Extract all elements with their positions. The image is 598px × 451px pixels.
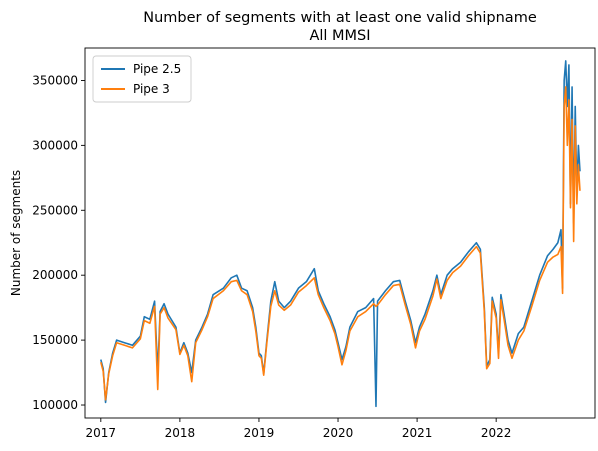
x-tick-label: 2017 [86, 426, 117, 440]
y-tick-label: 200000 [32, 268, 78, 282]
x-tick-label: 2021 [402, 426, 433, 440]
legend-label-pipe-3: Pipe 3 [133, 82, 170, 96]
plot-lines [100, 60, 581, 408]
x-tick-label: 2018 [165, 426, 196, 440]
y-tick-label: 250000 [32, 203, 78, 217]
y-tick-label: 350000 [32, 73, 78, 87]
y-axis: 100000 150000 200000 250000 300000 350000 [32, 73, 85, 412]
y-tick-label: 300000 [32, 138, 78, 152]
chart-title: Number of segments with at least one val… [143, 10, 537, 26]
x-tick-label: 2020 [323, 426, 354, 440]
plot-frame [84, 47, 596, 419]
y-tick-label: 100000 [32, 398, 78, 412]
x-axis: 2017 2018 2019 2020 2021 2022 [86, 418, 512, 440]
series-line-pipe-3 [100, 86, 581, 401]
y-tick-label: 150000 [32, 333, 78, 347]
x-tick-label: 2019 [244, 426, 275, 440]
legend-label-pipe-2-5: Pipe 2.5 [133, 62, 181, 76]
x-tick-label: 2022 [481, 426, 512, 440]
chart-subtitle: All MMSI [309, 28, 370, 44]
legend: Pipe 2.5 Pipe 3 [92, 55, 192, 103]
y-axis-label: Number of segments [9, 170, 23, 296]
legend-box [92, 55, 192, 103]
